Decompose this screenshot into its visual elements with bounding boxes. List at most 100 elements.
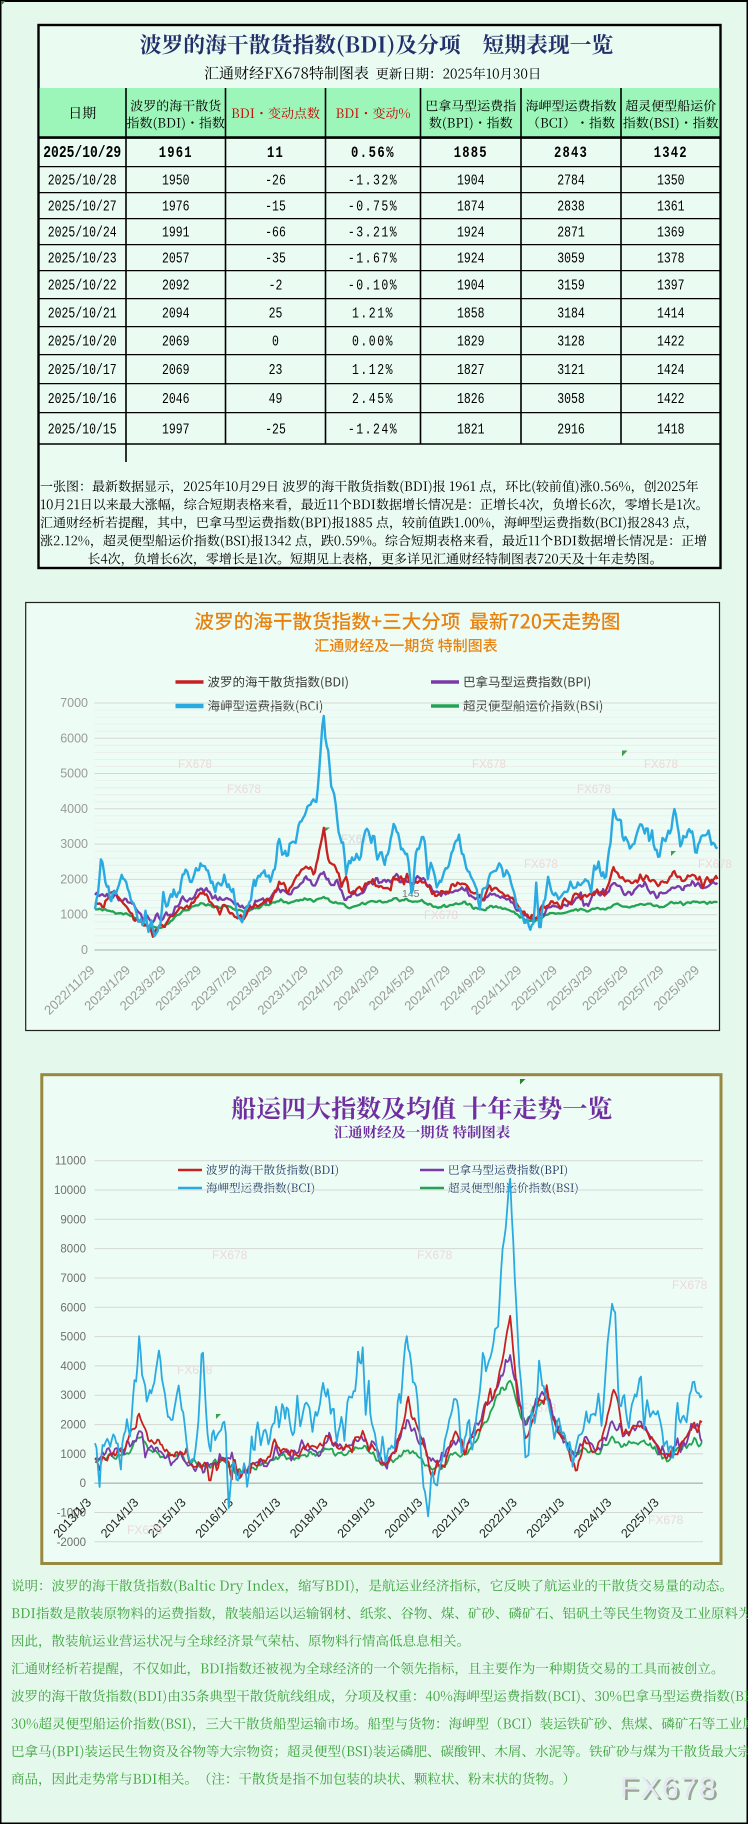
svg-text:FX678: FX678 xyxy=(417,1248,453,1262)
svg-text:2025/10/16: 2025/10/16 xyxy=(48,391,117,408)
svg-text:4000: 4000 xyxy=(60,1361,86,1373)
svg-text:1378: 1378 xyxy=(657,250,685,267)
svg-text:1397: 1397 xyxy=(657,277,685,294)
svg-text:1950: 1950 xyxy=(162,172,190,189)
svg-text:1924: 1924 xyxy=(457,224,485,241)
svg-text:2069: 2069 xyxy=(162,362,190,379)
svg-text:3059: 3059 xyxy=(557,250,585,267)
svg-text:1821: 1821 xyxy=(457,421,485,438)
svg-text:7000: 7000 xyxy=(60,696,88,710)
svg-text:1991: 1991 xyxy=(162,224,190,241)
svg-text:FX678: FX678 xyxy=(698,859,732,871)
svg-text:23: 23 xyxy=(269,362,283,379)
svg-text:-2: -2 xyxy=(269,277,283,294)
svg-text:6000: 6000 xyxy=(60,731,88,745)
svg-text:3121: 3121 xyxy=(557,362,585,379)
svg-text:2092: 2092 xyxy=(162,277,190,294)
svg-text:10000: 10000 xyxy=(54,1185,86,1197)
svg-text:1424: 1424 xyxy=(657,362,685,379)
svg-text:3058: 3058 xyxy=(557,391,585,408)
svg-text:5000: 5000 xyxy=(60,767,88,781)
svg-text:2094: 2094 xyxy=(162,305,190,322)
svg-text:1997: 1997 xyxy=(162,421,190,438)
svg-text:FX678: FX678 xyxy=(524,859,558,871)
svg-text:1885: 1885 xyxy=(454,146,488,163)
svg-text:2000: 2000 xyxy=(60,872,88,886)
svg-text:1422: 1422 xyxy=(657,333,685,350)
svg-text:-66: -66 xyxy=(265,224,286,241)
svg-text:2025/10/28: 2025/10/28 xyxy=(48,172,117,189)
svg-text:1369: 1369 xyxy=(657,224,685,241)
svg-text:-1.24%: -1.24% xyxy=(348,421,398,438)
svg-text:2025/10/15: 2025/10/15 xyxy=(48,421,117,438)
svg-text:2000: 2000 xyxy=(60,1420,86,1432)
svg-text:1858: 1858 xyxy=(457,305,485,322)
svg-text:2069: 2069 xyxy=(162,333,190,350)
svg-text:-1.67%: -1.67% xyxy=(348,250,398,267)
svg-text:2.45%: 2.45% xyxy=(352,391,394,408)
svg-text:3184: 3184 xyxy=(557,305,585,322)
svg-text:2838: 2838 xyxy=(557,198,585,215)
svg-text:1924: 1924 xyxy=(457,250,485,267)
svg-text:1961: 1961 xyxy=(159,146,193,163)
svg-text:3000: 3000 xyxy=(60,837,88,851)
svg-text:-3.21%: -3.21% xyxy=(348,224,398,241)
svg-text:FX678: FX678 xyxy=(672,1278,708,1292)
svg-text:2025/10/17: 2025/10/17 xyxy=(48,362,117,379)
svg-text:0: 0 xyxy=(80,1478,86,1490)
svg-text:-15: -15 xyxy=(265,198,286,215)
svg-text:2025/10/23: 2025/10/23 xyxy=(48,250,117,267)
svg-text:3000: 3000 xyxy=(60,1390,86,1402)
svg-text:FX678: FX678 xyxy=(178,759,212,771)
svg-text:49: 49 xyxy=(269,391,283,408)
svg-text:1976: 1976 xyxy=(162,198,190,215)
svg-text:1342: 1342 xyxy=(654,146,688,163)
svg-text:1422: 1422 xyxy=(657,391,685,408)
svg-text:2046: 2046 xyxy=(162,391,190,408)
svg-text:-35: -35 xyxy=(265,250,286,267)
svg-text:1418: 1418 xyxy=(657,421,685,438)
svg-text:11: 11 xyxy=(267,146,284,163)
svg-text:1000: 1000 xyxy=(60,908,88,922)
svg-text:0: 0 xyxy=(272,333,279,350)
svg-text:0.56%: 0.56% xyxy=(351,146,395,163)
svg-text:FX678: FX678 xyxy=(212,1248,248,1262)
svg-text:1000: 1000 xyxy=(60,1449,86,1461)
svg-text:7000: 7000 xyxy=(60,1273,86,1285)
svg-text:1.12%: 1.12% xyxy=(352,362,394,379)
svg-text:2784: 2784 xyxy=(557,172,585,189)
svg-text:1414: 1414 xyxy=(657,305,685,322)
svg-text:1904: 1904 xyxy=(457,277,485,294)
svg-text:FX678: FX678 xyxy=(648,1513,684,1527)
svg-text:6000: 6000 xyxy=(60,1302,86,1314)
svg-text:FX678: FX678 xyxy=(424,910,458,922)
svg-text:2025/10/29: 2025/10/29 xyxy=(43,145,121,163)
svg-text:2025/10/21: 2025/10/21 xyxy=(48,305,117,322)
svg-text:1361: 1361 xyxy=(657,198,685,215)
svg-text:FX678: FX678 xyxy=(644,759,678,771)
svg-text:9000: 9000 xyxy=(60,1214,86,1226)
svg-text:2025/10/24: 2025/10/24 xyxy=(48,224,117,241)
svg-text:3128: 3128 xyxy=(557,333,585,350)
svg-text:2843: 2843 xyxy=(554,146,588,163)
svg-text:-26: -26 xyxy=(265,172,286,189)
svg-text:0: 0 xyxy=(81,943,88,957)
svg-text:1829: 1829 xyxy=(457,333,485,350)
svg-text:11000: 11000 xyxy=(55,1156,86,1168)
svg-text:5000: 5000 xyxy=(60,1332,86,1344)
svg-text:2025/10/22: 2025/10/22 xyxy=(48,277,117,294)
svg-text:2057: 2057 xyxy=(162,250,190,267)
svg-text:1350: 1350 xyxy=(657,172,685,189)
svg-text:-25: -25 xyxy=(265,421,286,438)
svg-text:FX678: FX678 xyxy=(620,1772,717,1805)
svg-text:FX678: FX678 xyxy=(227,784,261,796)
svg-text:FX678: FX678 xyxy=(127,1523,163,1537)
svg-text:1827: 1827 xyxy=(457,362,485,379)
svg-text:1904: 1904 xyxy=(457,172,485,189)
svg-text:8000: 8000 xyxy=(60,1244,86,1256)
svg-text:25: 25 xyxy=(269,305,283,322)
svg-text:FX678: FX678 xyxy=(472,759,506,771)
svg-text:2025/10/20: 2025/10/20 xyxy=(48,333,117,350)
svg-text:4000: 4000 xyxy=(60,802,88,816)
svg-text:1826: 1826 xyxy=(457,391,485,408)
